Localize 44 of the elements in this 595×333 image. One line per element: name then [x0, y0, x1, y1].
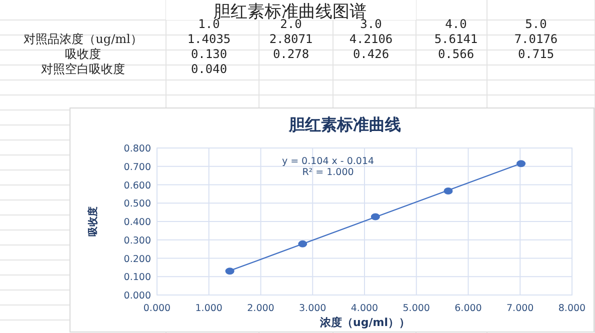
text: 1.4035 — [187, 32, 231, 46]
text: 2.8071 — [269, 32, 313, 46]
point — [298, 240, 308, 248]
x-tick-label: 2.000 — [247, 303, 274, 314]
y-tick-label: 0.800 — [124, 144, 151, 154]
text: 5.0 — [525, 17, 547, 31]
text: 0.715 — [518, 47, 554, 61]
y-tick-label: 0.400 — [124, 217, 151, 228]
text: 5.6141 — [434, 32, 478, 46]
text: 0.130 — [190, 47, 228, 61]
text: 4.0 — [445, 17, 467, 31]
chart-title: 胆红素标准曲线 — [288, 115, 401, 134]
x-tick-label: 1.000 — [195, 303, 222, 314]
text: 0.566 — [438, 47, 474, 61]
point — [516, 160, 526, 168]
x-tick-label: 3.000 — [299, 303, 326, 314]
x-tick-label: 7.000 — [506, 303, 534, 314]
point — [444, 187, 453, 194]
text: 0.426 — [352, 47, 390, 61]
y-tick-label: 0.700 — [124, 162, 151, 173]
annotation: R² = 1.000 — [302, 167, 354, 178]
x-axis-title: 浓度（ug/ml）） — [319, 316, 410, 329]
text: 4.2106 — [349, 32, 393, 46]
x-tick-label: 4.000 — [350, 303, 378, 314]
annotation: y = 0.104 x - 0.014 — [282, 156, 374, 167]
y-tick-label: 0.500 — [124, 198, 151, 210]
point — [370, 213, 380, 220]
text: 0.040 — [190, 62, 228, 76]
x-tick-label: 6.000 — [454, 303, 482, 314]
y-tick-label: 0.000 — [124, 290, 151, 302]
y-tick-label: 0.200 — [124, 254, 151, 265]
text: 7.0176 — [514, 32, 558, 46]
y-tick-label: 0.300 — [124, 235, 151, 246]
text: 对照品浓度（ug/ml） — [24, 32, 142, 46]
text: 吸收度 — [65, 47, 101, 61]
text: 对照空白吸收度 — [41, 62, 125, 76]
x-tick-label: 5.000 — [402, 303, 430, 314]
y-axis-title: 吸收度 — [87, 206, 99, 236]
x-tick-label: 0.000 — [143, 303, 171, 314]
text: 0.278 — [272, 47, 310, 61]
y-tick-label: 0.100 — [124, 272, 151, 284]
point — [225, 268, 234, 275]
x-tick-label: 8.000 — [558, 303, 586, 314]
y-tick-label: 0.600 — [124, 180, 151, 192]
